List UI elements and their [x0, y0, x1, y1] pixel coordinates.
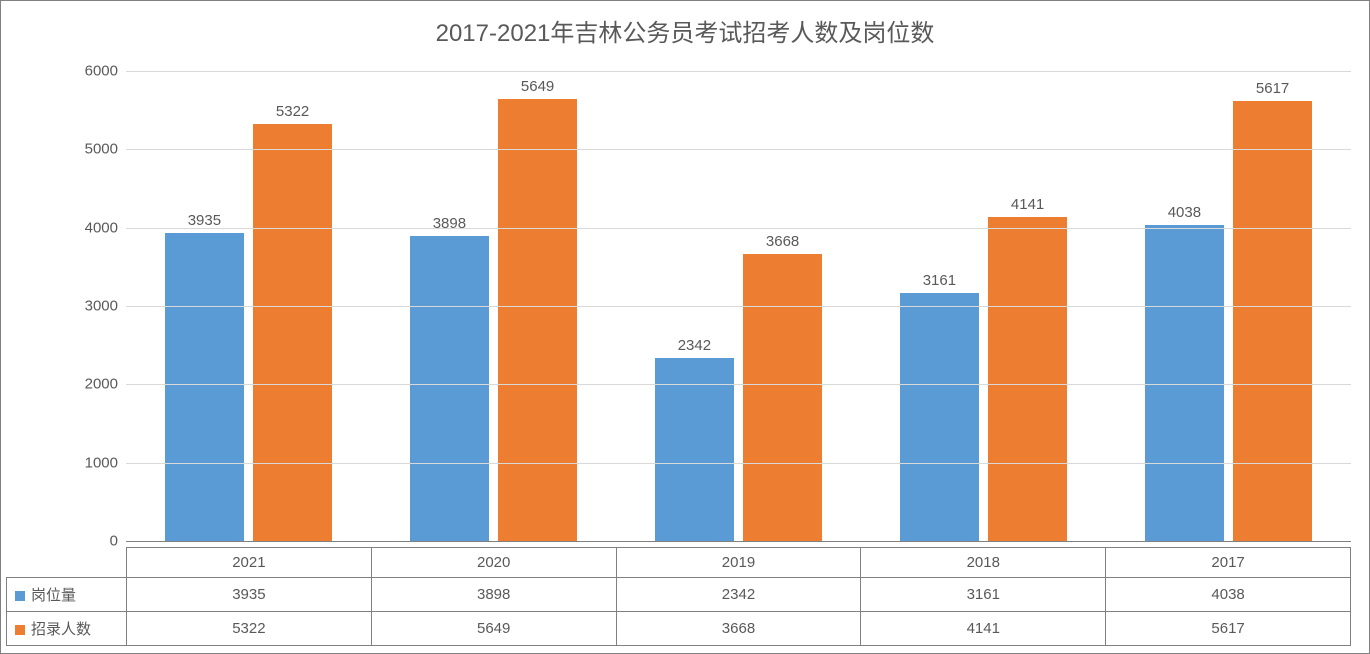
- table-value-cell: 4038: [1106, 578, 1351, 612]
- gridline: [126, 228, 1351, 229]
- table-corner-cell: [7, 548, 127, 578]
- y-tick-label: 2000: [85, 376, 118, 393]
- gridline: [126, 541, 1351, 542]
- bar-value-label: 5649: [498, 78, 576, 95]
- bar: 3898: [410, 236, 488, 541]
- legend-swatch: [15, 591, 25, 601]
- bar: 4141: [988, 217, 1066, 541]
- table-value-cell: 3668: [616, 612, 861, 646]
- bar: 5649: [498, 99, 576, 542]
- table-category-cell: 2020: [371, 548, 616, 578]
- table-value-cell: 5322: [127, 612, 372, 646]
- data-table: 20212020201920182017 岗位量 39353898234231614…: [6, 547, 1351, 646]
- bar-value-label: 3161: [900, 272, 978, 289]
- bar: 5322: [253, 124, 331, 541]
- bar-value-label: 4141: [988, 196, 1066, 213]
- bar-value-label: 5617: [1233, 80, 1311, 97]
- table-value-cell: 4141: [861, 612, 1106, 646]
- bar-value-label: 5322: [253, 103, 331, 120]
- y-tick-label: 6000: [85, 63, 118, 80]
- bar: 3935: [165, 233, 243, 541]
- table-value-cell: 2342: [616, 578, 861, 612]
- table-category-cell: 2019: [616, 548, 861, 578]
- bar-value-label: 3898: [410, 215, 488, 232]
- legend-label: 岗位量: [31, 587, 76, 604]
- gridline: [126, 149, 1351, 150]
- chart-title: 2017-2021年吉林公务员考试招考人数及岗位数: [1, 1, 1369, 56]
- table-value-cell: 3161: [861, 578, 1106, 612]
- y-tick-label: 3000: [85, 298, 118, 315]
- bar: 3668: [743, 254, 821, 541]
- y-tick-label: 5000: [85, 141, 118, 158]
- table-series-header: 岗位量: [7, 578, 127, 612]
- bar-value-label: 2342: [655, 337, 733, 354]
- gridline: [126, 384, 1351, 385]
- legend-label: 招录人数: [31, 621, 91, 638]
- bar-value-label: 4038: [1145, 204, 1223, 221]
- bar: 4038: [1145, 225, 1223, 541]
- bar-value-label: 3668: [743, 233, 821, 250]
- y-tick-label: 4000: [85, 219, 118, 236]
- y-tick-label: 1000: [85, 454, 118, 471]
- legend-swatch: [15, 625, 25, 635]
- gridline: [126, 306, 1351, 307]
- gridline: [126, 71, 1351, 72]
- table-category-cell: 2018: [861, 548, 1106, 578]
- plot-area: 3935532238985649234236683161414140385617…: [126, 71, 1351, 541]
- table-value-cell: 5617: [1106, 612, 1351, 646]
- table-series-header: 招录人数: [7, 612, 127, 646]
- table-value-cell: 3898: [371, 578, 616, 612]
- bar-value-label: 3935: [165, 212, 243, 229]
- gridline: [126, 463, 1351, 464]
- table-value-cell: 5649: [371, 612, 616, 646]
- bar: 3161: [900, 293, 978, 541]
- table-category-cell: 2017: [1106, 548, 1351, 578]
- bar: 5617: [1233, 101, 1311, 541]
- table-value-cell: 3935: [127, 578, 372, 612]
- chart-container: 2017-2021年吉林公务员考试招考人数及岗位数 39355322389856…: [0, 0, 1370, 654]
- table-category-cell: 2021: [127, 548, 372, 578]
